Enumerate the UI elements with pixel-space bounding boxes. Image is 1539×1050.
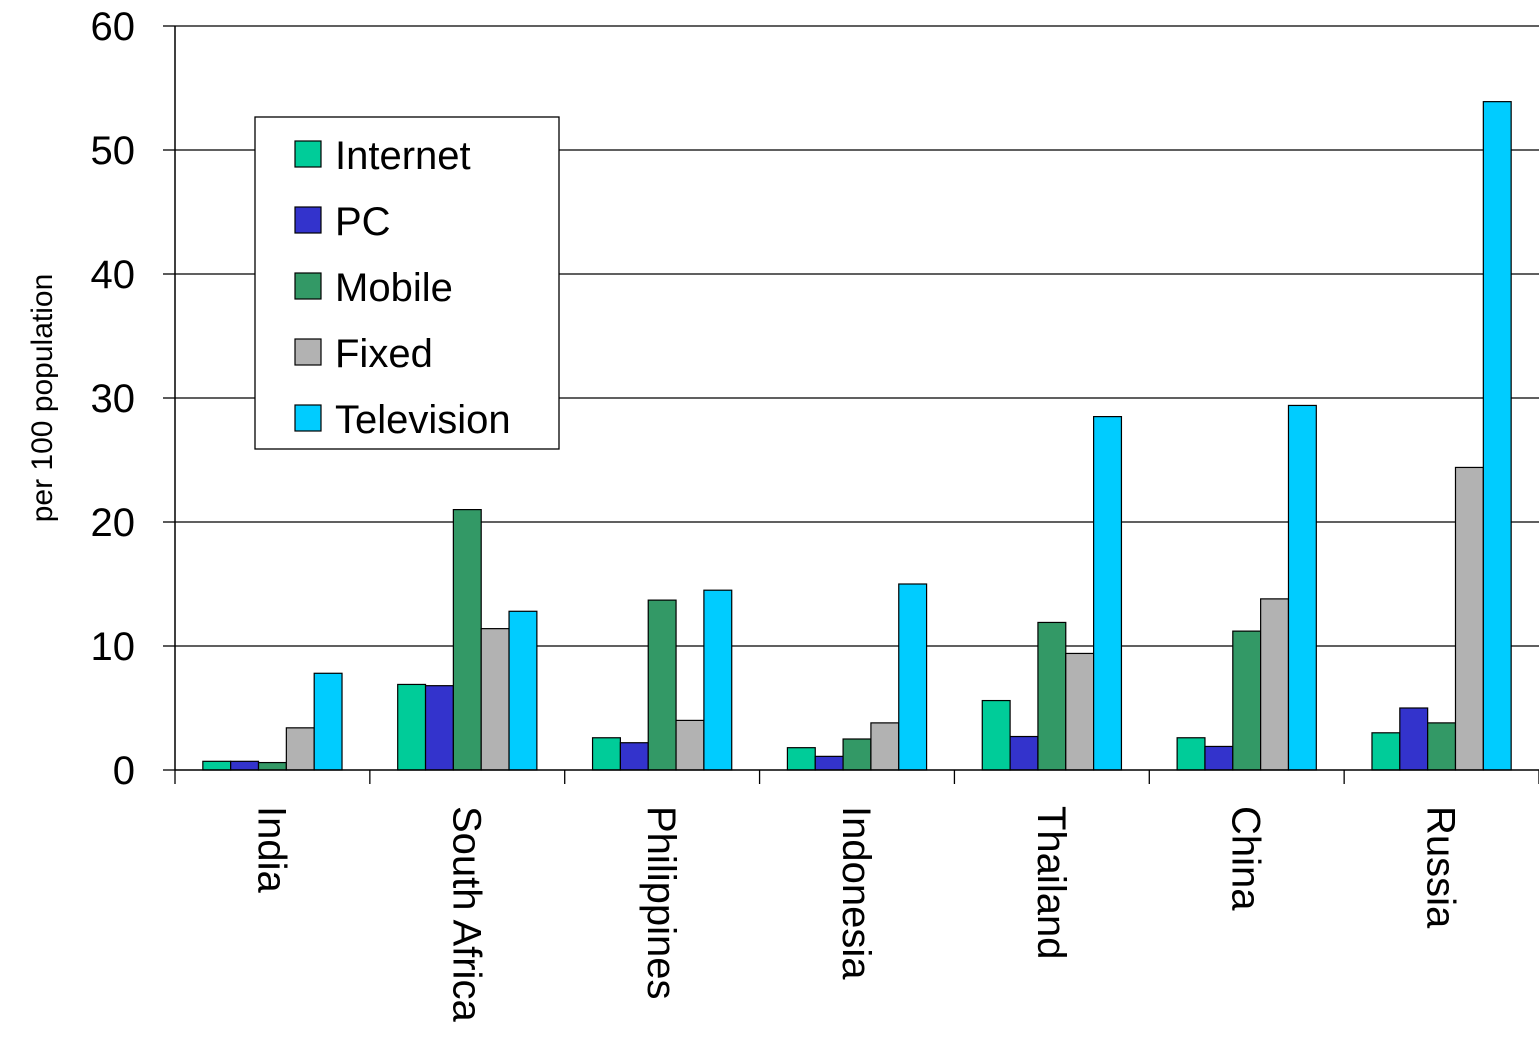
- bar-television-philippines: [703, 589, 733, 771]
- bar-mobile-indonesia: [842, 738, 872, 771]
- bar-television-thailand: [1093, 416, 1123, 771]
- x-category-label: India: [249, 806, 293, 893]
- legend-swatch: [294, 338, 322, 366]
- bar-internet-china: [1176, 737, 1206, 771]
- y-tick-label: 0: [113, 749, 135, 793]
- legend-label: PC: [335, 200, 391, 244]
- bar-television-china: [1287, 404, 1317, 771]
- legend-swatch: [294, 404, 322, 432]
- x-category-label: Thailand: [1029, 806, 1073, 959]
- bar-internet-russia: [1371, 732, 1401, 771]
- bar-television-indonesia: [898, 583, 928, 771]
- legend-label: Fixed: [335, 332, 433, 376]
- y-tick-label: 50: [91, 129, 136, 173]
- bar-fixed-russia: [1454, 466, 1484, 771]
- x-category-label: China: [1224, 806, 1268, 911]
- bar-pc-russia: [1399, 707, 1429, 771]
- bar-television-south-africa: [508, 610, 538, 771]
- y-tick-labels: 0 10 20 30 40 50 60: [91, 5, 136, 793]
- y-tick-label: 20: [91, 501, 136, 545]
- y-tick-label: 10: [91, 625, 136, 669]
- bar-fixed-philippines: [675, 719, 705, 771]
- bar-television-india: [313, 672, 343, 771]
- bar-internet-india: [202, 760, 232, 771]
- legend-swatch: [294, 272, 322, 300]
- bar-internet-philippines: [591, 737, 621, 771]
- bar-television-russia: [1482, 101, 1512, 771]
- bar-pc-india: [230, 760, 260, 771]
- bar-mobile-china: [1232, 630, 1262, 771]
- x-category-label: Russia: [1419, 806, 1463, 929]
- y-axis-title: per 100 population: [26, 274, 59, 523]
- bar-internet-thailand: [981, 699, 1011, 771]
- bar-mobile-thailand: [1037, 621, 1067, 771]
- x-category-label: Philippines: [639, 806, 683, 999]
- bar-fixed-thailand: [1065, 652, 1095, 771]
- bar-mobile-russia: [1427, 722, 1457, 771]
- bar-internet-indonesia: [786, 747, 816, 771]
- y-tick-label: 30: [91, 377, 136, 421]
- bar-fixed-south-africa: [480, 628, 510, 771]
- legend: Internet PC Mobile Fixed Television: [254, 116, 560, 450]
- bar-pc-china: [1204, 745, 1234, 771]
- bar-pc-philippines: [619, 742, 649, 771]
- x-category-labels: India South Africa Philippines Indonesia Tha…: [249, 806, 1462, 1022]
- legend-label: Internet: [335, 134, 471, 178]
- bars: [202, 101, 1512, 771]
- x-category-label: Indonesia: [834, 806, 878, 980]
- x-category-label: South Africa: [444, 806, 488, 1022]
- y-tick-label: 60: [91, 5, 136, 49]
- bar-mobile-south-africa: [452, 509, 482, 771]
- bar-pc-south-africa: [424, 685, 454, 771]
- legend-swatch: [294, 140, 322, 168]
- bar-fixed-china: [1260, 598, 1290, 771]
- bar-mobile-india: [257, 761, 287, 771]
- bar-fixed-india: [285, 727, 315, 771]
- legend-swatch: [294, 206, 322, 234]
- bar-fixed-indonesia: [870, 722, 900, 771]
- legend-label: Television: [335, 398, 511, 442]
- bar-internet-south-africa: [397, 683, 427, 771]
- bar-pc-indonesia: [814, 755, 844, 771]
- y-tick-label: 40: [91, 253, 136, 297]
- bar-mobile-philippines: [647, 599, 677, 771]
- axes: [163, 25, 1539, 784]
- bar-pc-thailand: [1009, 735, 1039, 771]
- legend-label: Mobile: [335, 266, 453, 310]
